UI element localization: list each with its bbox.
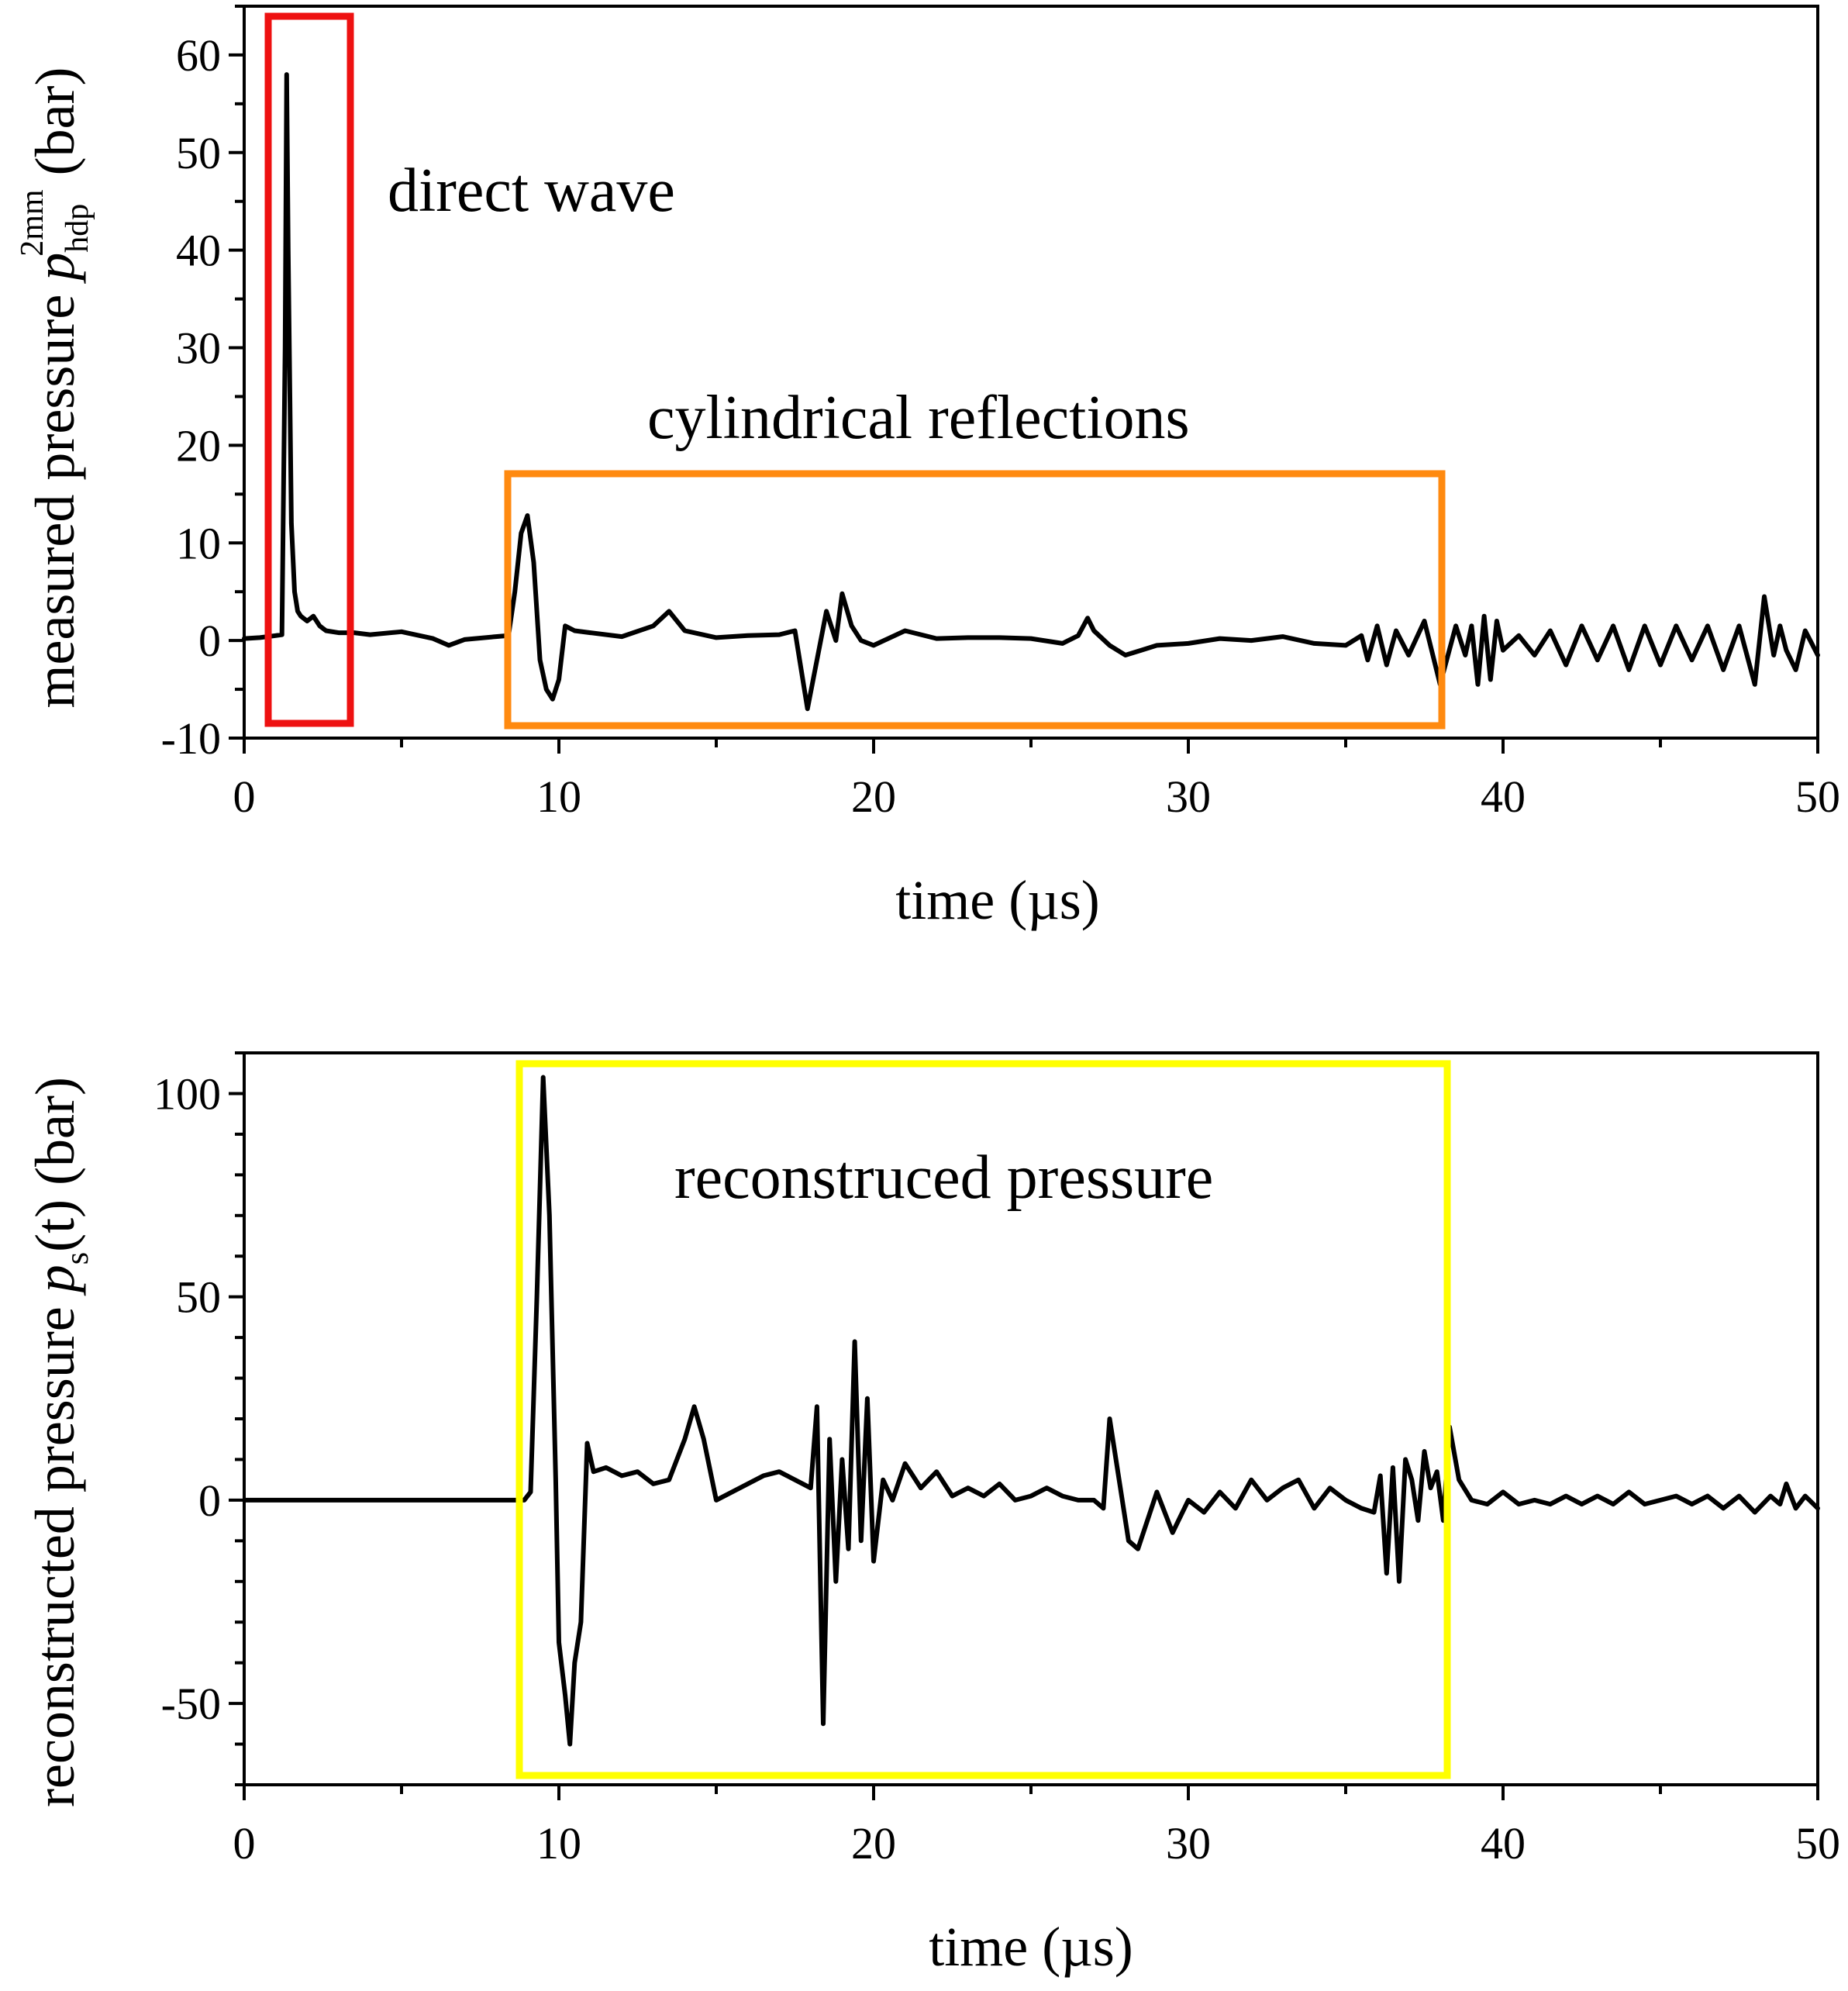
panel-2-x-tick-label: 0	[233, 1818, 256, 1869]
panel-1-marks	[242, 72, 1820, 712]
panel-2-y-tick-label: 100	[153, 1068, 221, 1119]
panel-2-y-title-prefix: reconstructed pressure	[24, 1292, 86, 1807]
panel-2-marks	[242, 1075, 1820, 1747]
panel-1-x-tick-label: 20	[851, 771, 896, 822]
panel-1-series-line-1	[242, 72, 1820, 712]
panel-1-y-tick-label: 50	[176, 128, 221, 178]
panel-2-series-line-1	[242, 1075, 1820, 1747]
panel-1-x-tick-label: 0	[233, 771, 256, 822]
panel-1-x-tick-label: 50	[1795, 771, 1840, 822]
panel-1-x-tick-label: 40	[1481, 771, 1526, 822]
panel-2-y-ticks: -50 0 50 100	[153, 1051, 244, 1786]
panel-2-x-tick-label: 40	[1481, 1818, 1526, 1869]
panel-1-y-tick-label: 40	[176, 226, 221, 276]
panel-2-y-title-symbol: p	[24, 1265, 86, 1296]
panel-1-y-tick-label: 20	[176, 420, 221, 471]
panel-1-y-tick-label: 30	[176, 323, 221, 374]
panel-1-y-ticks: -10 0 10 20 30 40 50 60	[161, 5, 244, 764]
panel-1-y-tick-label: 0	[198, 616, 221, 666]
panel-2-y-tick-label: 50	[176, 1272, 221, 1323]
panel-2-y-title-subscript: s	[60, 1252, 95, 1265]
panel-1-y-axis-title: measured pressure phdp 2mm (bar)	[15, 67, 95, 708]
panel-2-y-axis-title: reconstructed pressure ps(t) (bar)	[24, 1077, 95, 1807]
panel-2-x-tick-label: 10	[536, 1818, 581, 1869]
panel-2-x-tick-label: 20	[851, 1818, 896, 1869]
panel-1-y-tick-label: -10	[161, 713, 221, 764]
panel-1-y-tick-label: 10	[176, 518, 221, 568]
panel-1-y-title-suffix: (bar)	[24, 67, 86, 189]
panel-1-x-ticks: 0 10 20 30 40 50	[233, 738, 1840, 822]
panel-2-x-axis-title: time (µs)	[929, 1916, 1133, 1978]
reconstructed-pressure-box	[515, 1060, 1451, 1779]
panel-1-y-title-subscript: hdp	[60, 204, 95, 253]
panel-2-y-title-suffix: (t) (bar)	[24, 1077, 86, 1252]
direct-wave-box	[264, 12, 354, 727]
cylindrical-reflections-label: cylindrical reflections	[647, 384, 1190, 452]
panel-1-y-title-prefix: measured pressure	[24, 281, 86, 709]
panel-1-x-tick-label: 10	[536, 771, 581, 822]
panel-2-x-tick-label: 30	[1166, 1818, 1211, 1869]
panel-1-x-tick-label: 30	[1166, 771, 1211, 822]
panel-2-x-tick-label: 50	[1795, 1818, 1840, 1869]
panel-2-y-tick-label: 0	[198, 1475, 221, 1526]
direct-wave-label: direct wave	[388, 157, 675, 225]
panel-reconstructed-pressure: 0 10 20 30 40 50 -50 0 50 100 reconstruced press…	[24, 1051, 1840, 1978]
reconstructed-pressure-label: reconstruced pressure	[674, 1144, 1213, 1212]
panel-1-y-title-symbol: p	[24, 253, 86, 285]
panel-1-x-axis-title: time (µs)	[895, 869, 1099, 931]
cylindrical-reflections-box	[504, 470, 1446, 730]
panel-2-x-ticks: 0 10 20 30 40 50	[233, 1785, 1840, 1869]
panel-1-y-title-superscript: 2mm	[15, 189, 50, 257]
panel-2-y-tick-label: -50	[161, 1679, 221, 1729]
panel-1-y-tick-label: 60	[176, 30, 221, 81]
